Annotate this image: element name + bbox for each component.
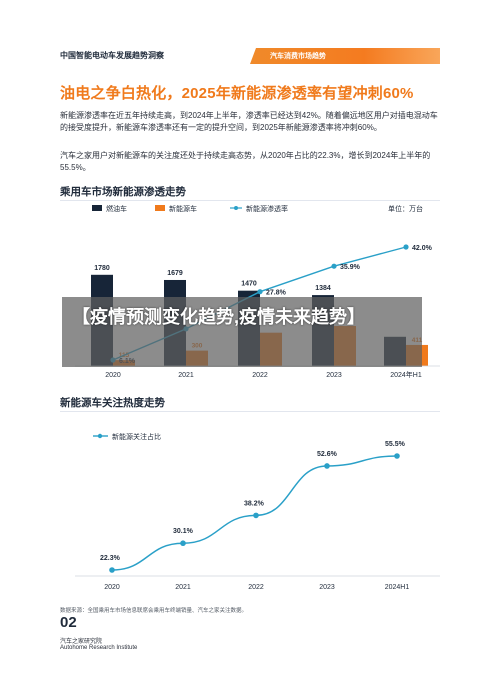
attention-label: 22.3% [100,555,121,562]
bar-fuel-label: 1679 [167,270,183,277]
attention-point [324,463,330,469]
x-tick-label: 2022 [248,584,264,591]
x-tick-label: 2023 [319,584,335,591]
paragraph-penetration: 新能源渗透率在近五年持续走高，到2024年上半年，渗透率已经达到42%。随着偏远… [60,111,438,132]
x-tick-label: 2022 [252,372,268,379]
watermark-banner-text: 【疫情预测变化趋势,疫情未来趋势】 [72,307,365,327]
attention-point [394,453,400,459]
paragraph-attention: 汽车之家用户对新能源车的关注度还处于持续走高态势，从2020年占比的22.3%，… [60,151,431,172]
x-tick-label: 2024H1 [385,584,410,591]
legend-label-0: 燃油车 [106,204,127,213]
penetration-point [403,244,409,250]
chart2-title: 新能源车关注热度走势 [60,397,165,409]
divider [60,411,440,412]
legend-swatch-1 [155,205,165,211]
attention-point [109,567,115,573]
divider [60,200,440,201]
main-title: 油电之争白热化，2025年新能源渗透率有望冲刺60% [60,85,414,102]
x-tick-label: 2021 [175,584,191,591]
x-tick-label: 2021 [178,372,194,379]
section-tag: 汽车消费市场趋势 [250,48,440,64]
chart2-legend: 新能源关注占比 [93,432,161,441]
org-name-en: Autohome Research Institute [60,645,138,651]
chart1-title: 乘用车市场新能源渗透走势 [60,186,186,198]
x-tick-label: 2023 [326,372,342,379]
attention-label: 38.2% [244,500,265,507]
unit-label: 单位：万台 [388,204,423,213]
org-name-cn: 汽车之家研究院 [60,639,103,645]
bar-fuel-label: 1470 [241,281,257,288]
attention-chart: 新能源关注占比 22.3% 30.1% 38.2% 52.6% 55.5% 2020 20… [75,432,440,591]
legend-swatch-0 [92,205,102,211]
attention-point [180,540,186,547]
section-tag-label: 汽车消费市场趋势 [270,53,326,60]
legend-label: 新能源关注占比 [112,432,161,441]
legend-line-marker [234,206,238,210]
data-source-note: 数据来源：全国乘用车市场信息联席会乘用车终端销量、汽车之家关注数据。 [60,608,248,614]
bar-fuel-label: 1384 [315,285,331,292]
penetration-label: 42.0% [412,245,433,252]
report-header: 中国智能电动车发展趋势洞察 汽车消费市场趋势 [60,48,440,66]
x-tick-label: 2020 [104,584,120,591]
bar-fuel-label: 1780 [94,265,110,272]
chart1-legend: 燃油车 新能源车 新能源渗透率 [92,204,288,213]
x-tick-label: 2020 [105,372,121,379]
legend-label-1: 新能源车 [169,204,197,213]
attention-label: 52.6% [317,451,338,458]
penetration-point [331,263,337,269]
penetration-point [257,289,263,295]
attention-label: 55.5% [385,441,406,448]
attention-line [111,455,398,571]
attention-label: 30.1% [173,528,194,535]
penetration-label: 27.8% [266,290,287,297]
page-number: 02 [60,614,77,631]
attention-point [253,512,259,519]
legend-line-marker [97,433,103,439]
penetration-label: 35.9% [340,264,361,271]
report-title: 中国智能电动车发展趋势洞察 [60,51,164,60]
watermark-banner: 【疫情预测变化趋势,疫情未来趋势】 [62,297,422,367]
x-tick-label: 2024年H1 [390,370,422,379]
legend-label-line: 新能源渗透率 [246,204,288,213]
